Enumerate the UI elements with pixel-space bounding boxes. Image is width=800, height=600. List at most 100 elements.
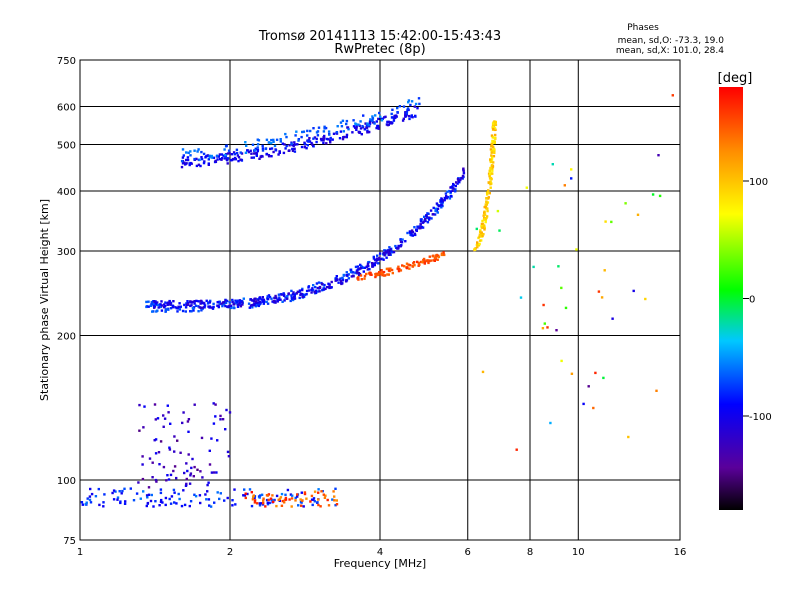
data-point	[483, 228, 486, 231]
data-point	[287, 292, 290, 295]
data-point	[159, 303, 162, 306]
data-point	[491, 141, 495, 144]
data-point	[185, 151, 188, 154]
data-point	[112, 498, 116, 501]
data-point	[178, 497, 181, 501]
y-tick-label: 500	[57, 141, 76, 152]
data-point	[422, 220, 425, 224]
data-point	[392, 117, 396, 120]
data-point	[228, 304, 231, 307]
data-point	[296, 495, 299, 498]
data-point	[154, 300, 157, 303]
data-point	[366, 122, 369, 125]
data-point	[491, 136, 494, 139]
data-point	[371, 263, 374, 266]
data-point	[575, 248, 578, 251]
data-point	[281, 499, 284, 503]
data-point	[449, 190, 452, 193]
data-point	[490, 164, 494, 167]
data-point	[207, 162, 210, 165]
data-point	[487, 189, 490, 192]
data-point	[371, 115, 374, 118]
data-point	[328, 283, 331, 286]
data-point	[407, 99, 411, 102]
data-point	[417, 261, 420, 265]
data-point	[195, 299, 198, 303]
data-point	[627, 435, 630, 439]
data-point	[121, 489, 124, 493]
data-point	[312, 127, 315, 130]
data-point	[560, 286, 563, 290]
data-point	[404, 240, 407, 243]
data-point	[305, 497, 308, 500]
data-point	[177, 492, 180, 496]
data-point	[186, 158, 190, 162]
data-point	[208, 156, 211, 159]
data-point	[167, 411, 170, 414]
data-point	[401, 119, 405, 122]
data-point	[371, 265, 374, 268]
data-point	[387, 120, 390, 123]
data-point	[314, 291, 318, 294]
grid-lines	[80, 60, 680, 540]
data-point	[335, 278, 339, 282]
data-point	[321, 289, 324, 292]
data-point	[189, 300, 192, 303]
data-point	[152, 304, 156, 308]
data-point	[372, 255, 375, 259]
data-point	[152, 505, 155, 508]
data-point	[168, 301, 171, 304]
data-point	[181, 162, 185, 165]
data-point	[173, 435, 176, 438]
data-point	[164, 308, 167, 311]
data-point	[405, 112, 408, 115]
data-point	[485, 216, 488, 220]
data-point	[215, 154, 219, 157]
data-point	[179, 451, 182, 454]
data-point	[252, 495, 255, 498]
data-point	[440, 200, 443, 203]
data-point	[98, 503, 101, 507]
data-point	[486, 209, 489, 213]
data-point	[159, 491, 163, 495]
data-point	[355, 125, 358, 128]
data-point	[387, 267, 391, 270]
data-point	[220, 158, 223, 161]
data-point	[321, 282, 324, 286]
data-point	[386, 123, 390, 127]
data-point	[220, 302, 223, 305]
data-point	[361, 125, 364, 128]
data-point	[436, 211, 439, 214]
data-point	[363, 274, 367, 278]
data-point	[486, 191, 490, 194]
data-point	[331, 138, 334, 141]
data-point	[388, 122, 392, 125]
data-point	[254, 147, 257, 150]
data-point	[139, 497, 142, 500]
data-point	[94, 495, 98, 498]
data-point	[334, 487, 337, 490]
colorbar-tick-label: -100	[749, 412, 772, 423]
data-point	[407, 263, 410, 266]
data-point	[364, 122, 367, 125]
data-point	[492, 126, 496, 129]
data-point	[404, 114, 408, 118]
data-point	[293, 143, 297, 146]
data-point	[424, 217, 427, 221]
data-point	[312, 137, 315, 140]
data-point	[385, 256, 388, 259]
data-point	[420, 225, 423, 229]
data-point	[594, 371, 597, 375]
data-point	[215, 471, 218, 474]
data-point	[341, 137, 345, 141]
data-point	[267, 498, 270, 502]
data-point	[604, 220, 607, 223]
data-point	[437, 204, 441, 208]
data-point	[165, 479, 168, 482]
data-point	[181, 148, 185, 151]
data-point	[224, 299, 227, 302]
data-point	[323, 496, 327, 499]
data-point	[169, 422, 172, 425]
data-point	[392, 250, 396, 254]
data-point	[206, 154, 210, 157]
